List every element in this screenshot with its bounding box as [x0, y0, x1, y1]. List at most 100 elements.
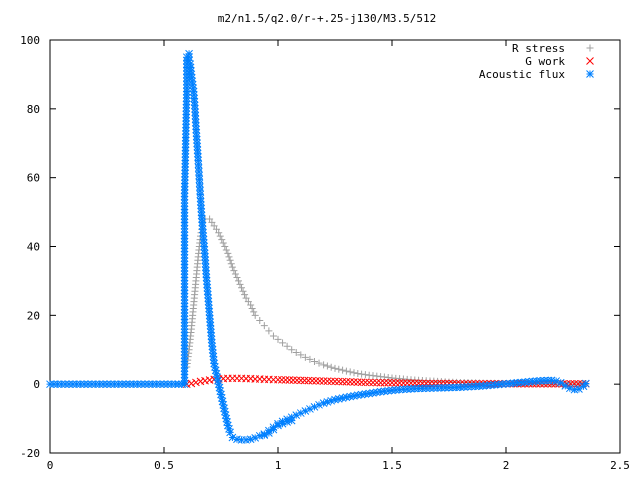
data-point [301, 407, 310, 415]
data-point [384, 386, 393, 395]
data-point [395, 379, 404, 387]
data-point [283, 418, 291, 426]
data-point [260, 322, 268, 330]
legend-label: G work [525, 55, 565, 68]
x-tick-label: 2.5 [610, 459, 630, 472]
data-point [403, 379, 412, 387]
y-tick-label: 40 [27, 241, 40, 254]
data-point [475, 382, 484, 390]
data-point [95, 380, 104, 389]
data-point [285, 376, 294, 384]
data-point [547, 376, 556, 385]
data-point [306, 405, 314, 413]
data-point [334, 377, 343, 386]
data-point [194, 156, 203, 165]
data-point [331, 364, 339, 372]
data-point [556, 378, 565, 387]
data-point [384, 378, 393, 387]
data-point [354, 369, 362, 377]
data-point [246, 435, 255, 444]
data-point [407, 385, 415, 393]
data-point [410, 379, 419, 387]
data-point [129, 380, 138, 389]
data-point [222, 246, 230, 254]
data-point [278, 419, 287, 428]
data-point [239, 287, 247, 295]
data-point [353, 378, 362, 386]
data-point [350, 369, 358, 377]
data-point [144, 380, 153, 389]
data-point [357, 378, 366, 387]
data-point [192, 378, 200, 387]
data-point [251, 311, 259, 319]
data-point [418, 384, 427, 393]
data-point [65, 380, 73, 389]
data-point [106, 380, 115, 389]
data-point [327, 377, 336, 386]
data-point [269, 332, 277, 340]
data-point [218, 236, 226, 244]
data-point [211, 363, 219, 371]
y-tick-label: 0 [33, 378, 40, 391]
data-point [543, 376, 552, 385]
axis-ticks: 0 0.5 1 1.5 2 2.5 -20 0 20 40 60 80 100 [20, 34, 630, 472]
data-point [464, 382, 472, 391]
data-point [521, 378, 529, 386]
data-point [445, 383, 453, 392]
data-point [306, 355, 314, 363]
data-point [292, 411, 301, 419]
data-point [194, 164, 203, 172]
data-point [369, 378, 377, 387]
data-point [103, 380, 111, 389]
data-point [213, 373, 222, 382]
data-point [248, 304, 256, 312]
data-point [395, 385, 404, 394]
data-point [388, 378, 396, 387]
data-point [288, 346, 296, 354]
data-point [114, 380, 123, 389]
data-point [320, 361, 328, 369]
data-point [221, 411, 230, 419]
data-point [422, 384, 431, 393]
data-point [283, 342, 291, 350]
data-point [274, 375, 282, 384]
data-point [410, 384, 419, 393]
data-point [391, 386, 400, 394]
data-point [228, 263, 236, 271]
data-point [238, 284, 246, 292]
data-point [319, 399, 328, 407]
data-point [441, 383, 450, 392]
data-point [212, 369, 221, 378]
data-point [498, 380, 507, 389]
data-point [308, 376, 317, 385]
data-point [565, 384, 574, 393]
data-point [513, 378, 522, 387]
data-point [125, 380, 134, 389]
data-point [312, 376, 320, 385]
data-point [260, 431, 269, 439]
data-point [148, 380, 157, 389]
y-tick-label: -20 [20, 447, 40, 460]
data-point [327, 396, 336, 405]
plot-area [49, 39, 621, 454]
data-point [471, 382, 480, 391]
data-point [297, 351, 305, 359]
data-point [216, 232, 224, 240]
data-point [391, 379, 400, 387]
y-tick-label: 60 [27, 172, 40, 185]
data-point [274, 421, 282, 430]
data-point [269, 425, 278, 434]
data-point [414, 384, 423, 393]
data-point [372, 378, 381, 387]
data-point [227, 260, 235, 268]
data-point [87, 380, 96, 389]
data-point [315, 377, 324, 385]
data-point [223, 418, 231, 426]
data-point [122, 380, 130, 389]
data-point [376, 387, 385, 396]
data-point [437, 383, 446, 392]
data-point [68, 380, 77, 389]
data-point [372, 388, 381, 397]
data-point [350, 378, 358, 386]
data-point [99, 380, 108, 389]
